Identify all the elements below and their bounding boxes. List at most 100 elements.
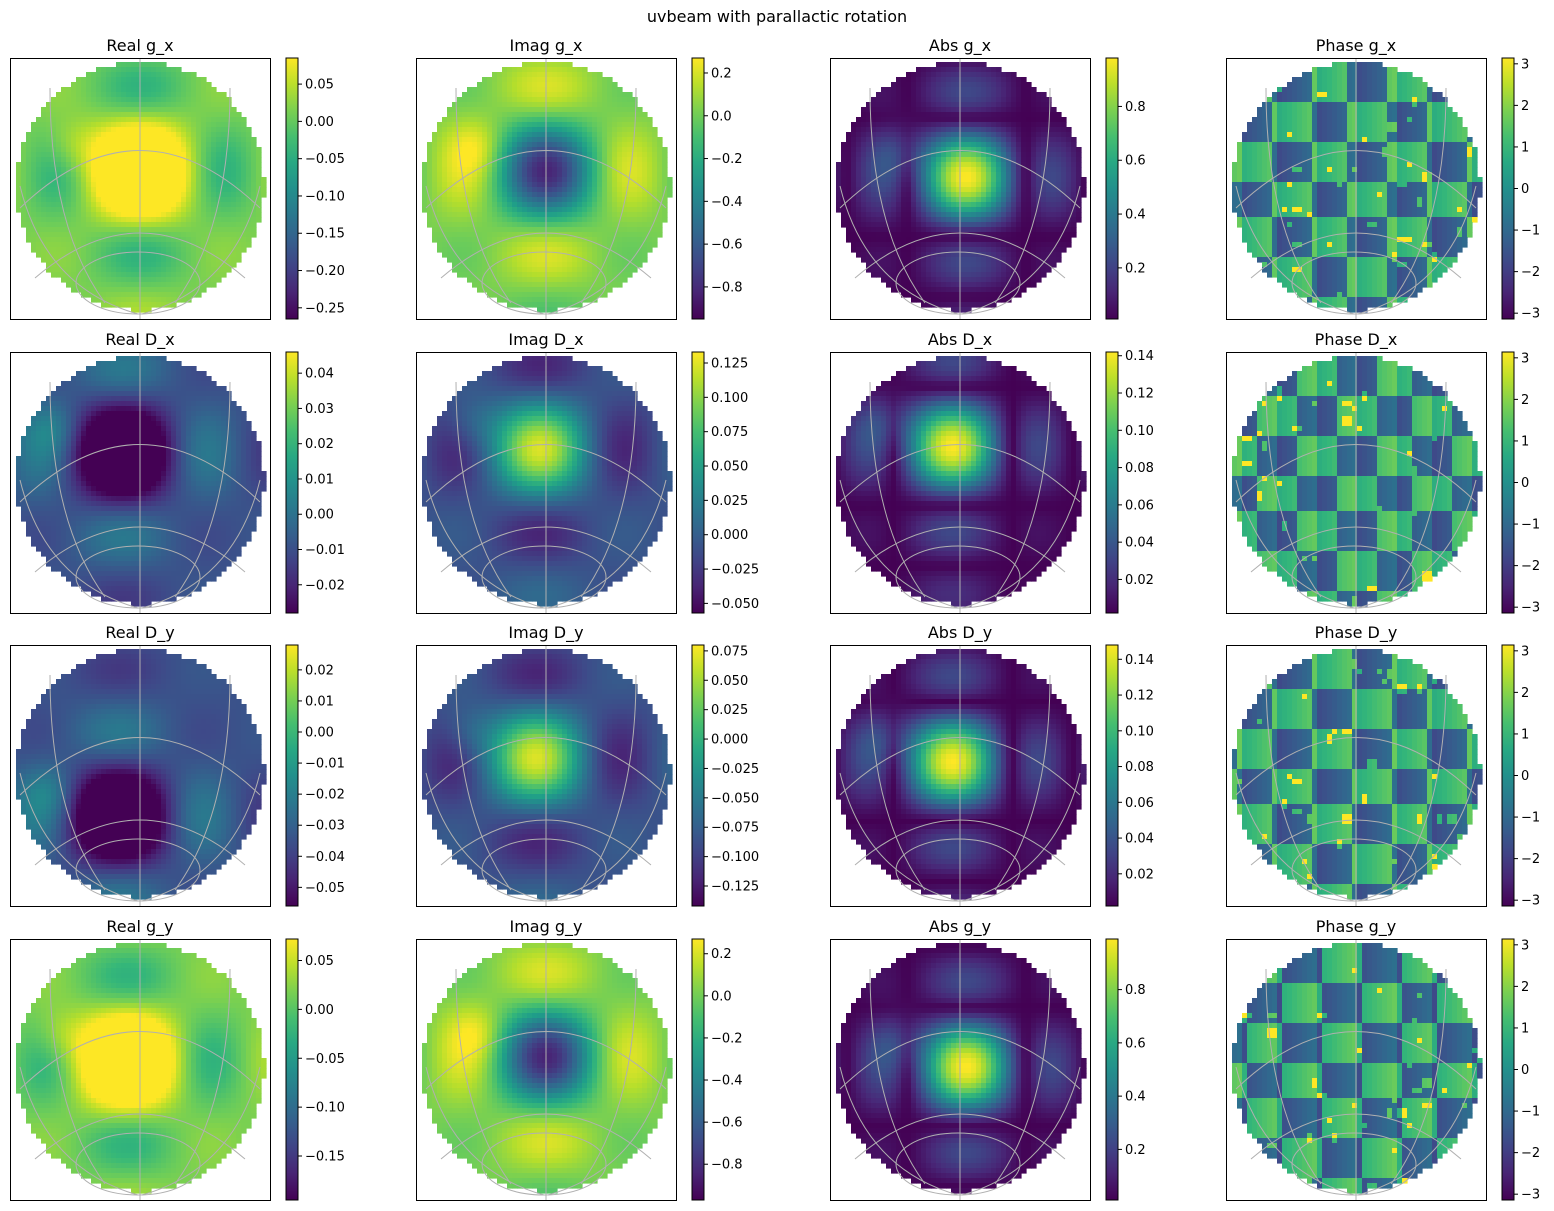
heatmap-cell: [841, 187, 847, 193]
heatmap-cell: [517, 292, 523, 298]
heatmap-cell: [587, 212, 593, 218]
heatmap-cell: [632, 137, 638, 143]
heatmap-cell: [507, 147, 513, 153]
heatmap-cell: [106, 107, 112, 113]
heatmap-cell: [487, 197, 493, 203]
heatmap-cell: [507, 97, 513, 103]
heatmap-cell: [166, 272, 172, 278]
heatmap-cell: [81, 187, 87, 193]
heatmap-cell: [936, 187, 942, 193]
heatmap-cell: [111, 162, 117, 168]
heatmap-cell: [66, 252, 72, 258]
heatmap-cell: [216, 137, 222, 143]
heatmap-cell: [482, 177, 488, 183]
heatmap-cell: [106, 157, 112, 163]
heatmap-cell: [452, 227, 458, 233]
heatmap-cell: [547, 202, 553, 208]
heatmap-cell: [981, 97, 987, 103]
heatmap-cell: [876, 147, 882, 153]
heatmap-cell: [642, 142, 648, 148]
heatmap-cell: [1061, 172, 1067, 178]
heatmap-cell: [1066, 132, 1072, 138]
heatmap-cell: [921, 112, 927, 118]
heatmap-cell: [567, 292, 573, 298]
heatmap-cell: [462, 252, 468, 258]
heatmap-cell: [111, 202, 117, 208]
heatmap-cell: [116, 132, 122, 138]
heatmap-cell: [41, 202, 47, 208]
heatmap-cell: [956, 177, 962, 183]
heatmap-cell: [191, 252, 197, 258]
heatmap-cell: [921, 132, 927, 138]
heatmap-cell: [497, 112, 503, 118]
heatmap-cell: [1061, 117, 1067, 123]
heatmap-cell: [61, 102, 67, 108]
heatmap-cell: [452, 107, 458, 113]
heatmap-cell: [1036, 127, 1042, 133]
heatmap-cell: [1031, 97, 1037, 103]
heatmap-cell: [976, 147, 982, 153]
heatmap-cell: [547, 92, 553, 98]
heatmap-cell: [527, 207, 533, 213]
heatmap-cell: [211, 187, 217, 193]
heatmap-cell: [597, 142, 603, 148]
heatmap-cell: [236, 232, 242, 238]
heatmap-cell: [637, 247, 643, 253]
heatmap-cell: [46, 202, 52, 208]
heatmap-cell: [171, 257, 177, 263]
heatmap-cell: [841, 142, 847, 148]
heatmap-cell: [1001, 82, 1007, 88]
heatmap-cell: [482, 242, 488, 248]
heatmap-cell: [136, 127, 142, 133]
heatmap-cell: [916, 137, 922, 143]
heatmap-cell: [612, 232, 618, 238]
heatmap-cell: [216, 182, 222, 188]
heatmap-cell: [587, 257, 593, 263]
heatmap-cell: [647, 142, 653, 148]
heatmap-cell: [856, 187, 862, 193]
heatmap-cell: [1021, 97, 1027, 103]
heatmap-cell: [482, 222, 488, 228]
heatmap-cell: [981, 122, 987, 128]
heatmap-cell: [597, 127, 603, 133]
heatmap-cell: [221, 122, 227, 128]
heatmap-cell: [427, 157, 433, 163]
heatmap-cell: [151, 267, 157, 273]
heatmap-cell: [916, 177, 922, 183]
heatmap-cell: [512, 272, 518, 278]
heatmap-cell: [432, 237, 438, 243]
heatmap-cell: [231, 177, 237, 183]
heatmap-cell: [151, 242, 157, 248]
heatmap-cell: [547, 167, 553, 173]
heatmap-cell: [542, 167, 548, 173]
heatmap-cell: [866, 112, 872, 118]
heatmap-cell: [196, 112, 202, 118]
heatmap-cell: [437, 172, 443, 178]
heatmap-cell: [517, 202, 523, 208]
heatmap-cell: [146, 217, 152, 223]
heatmap-cell: [657, 137, 663, 143]
heatmap-cell: [502, 202, 508, 208]
heatmap-cell: [166, 132, 172, 138]
heatmap-cell: [597, 292, 603, 298]
heatmap-cell: [211, 222, 217, 228]
heatmap-cell: [46, 232, 52, 238]
heatmap-cell: [477, 232, 483, 238]
heatmap-cell: [652, 127, 658, 133]
heatmap-cell: [151, 142, 157, 148]
heatmap-cell: [216, 217, 222, 223]
heatmap-cell: [442, 137, 448, 143]
heatmap-cell: [532, 72, 538, 78]
heatmap-cell: [537, 147, 543, 153]
heatmap-cell: [1031, 122, 1037, 128]
heatmap-cell: [597, 122, 603, 128]
heatmap-cell: [171, 277, 177, 283]
heatmap-cell: [66, 272, 72, 278]
heatmap-cell: [562, 217, 568, 223]
heatmap-cell: [492, 117, 498, 123]
heatmap-cell: [181, 282, 187, 288]
heatmap-cell: [91, 257, 97, 263]
heatmap-cell: [211, 267, 217, 273]
heatmap-cell: [46, 117, 52, 123]
heatmap-cell: [211, 112, 217, 118]
